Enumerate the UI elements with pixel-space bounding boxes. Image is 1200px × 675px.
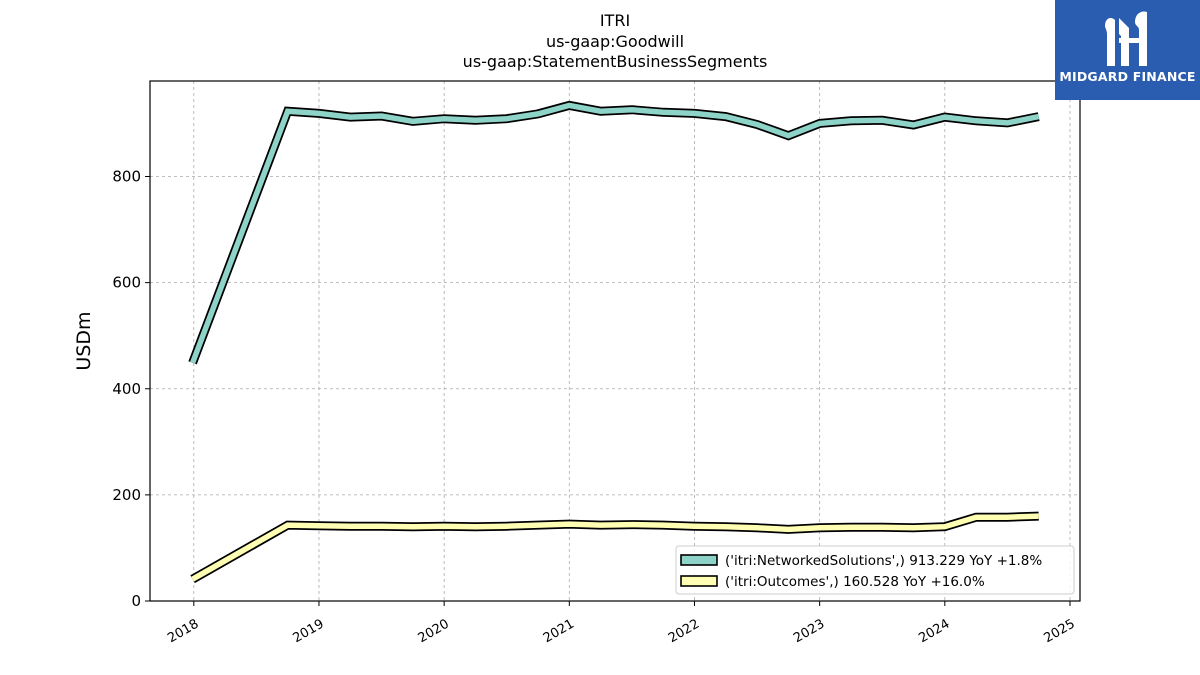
- legend-label-2: ('itri:Outcomes',) 160.528 YoY +16.0%: [725, 574, 985, 590]
- y-tick-label: 400: [112, 380, 141, 398]
- legend-swatch-2: [680, 575, 718, 587]
- legend-label-1: ('itri:NetworkedSolutions',) 913.229 YoY…: [725, 553, 1042, 569]
- x-tick-label: 2021: [541, 617, 577, 647]
- plot-frame: [149, 80, 1081, 602]
- brand-logo-text: MIDGARD FINANCE: [1059, 69, 1196, 84]
- chart-title: ITRI: [600, 11, 630, 30]
- x-tick-label: 2025: [1041, 617, 1077, 647]
- x-axis: 2018 2019 2020 2021 2022 2023 2024 2025: [165, 601, 1078, 647]
- x-tick-label: 2019: [290, 617, 326, 647]
- chart-title-block: ITRI us-gaap:Goodwill us-gaap:StatementB…: [463, 11, 768, 71]
- y-tick-label: 200: [112, 486, 141, 504]
- brand-logo: MIDGARD FINANCE: [1055, 0, 1200, 100]
- y-axis-label: USDm: [73, 311, 95, 370]
- brand-logo-mark-icon: [1105, 11, 1147, 66]
- chart-subtitle-1: us-gaap:Goodwill: [546, 32, 684, 51]
- y-tick-label: 800: [112, 168, 141, 186]
- series-layer: [188, 100, 1040, 584]
- x-tick-label: 2024: [916, 617, 952, 647]
- x-tick-label: 2018: [165, 617, 201, 647]
- legend-box: [675, 545, 1075, 595]
- y-tick-label: 0: [131, 592, 141, 610]
- series-line-1: [190, 102, 1040, 364]
- y-axis: 0 200 400 600 800: [112, 168, 150, 610]
- series-line-2: [191, 513, 1039, 582]
- legend: ('itri:NetworkedSolutions',) 913.229 YoY…: [675, 545, 1075, 595]
- x-tick-label: 2023: [791, 617, 827, 647]
- series-line-outline-1: [188, 100, 1040, 365]
- x-tick-label: 2022: [666, 617, 702, 647]
- x-tick-label: 2020: [416, 617, 452, 647]
- y-tick-label: 600: [112, 274, 141, 292]
- chart-subtitle-2: us-gaap:StatementBusinessSegments: [463, 52, 768, 71]
- legend-swatch-1: [680, 554, 718, 566]
